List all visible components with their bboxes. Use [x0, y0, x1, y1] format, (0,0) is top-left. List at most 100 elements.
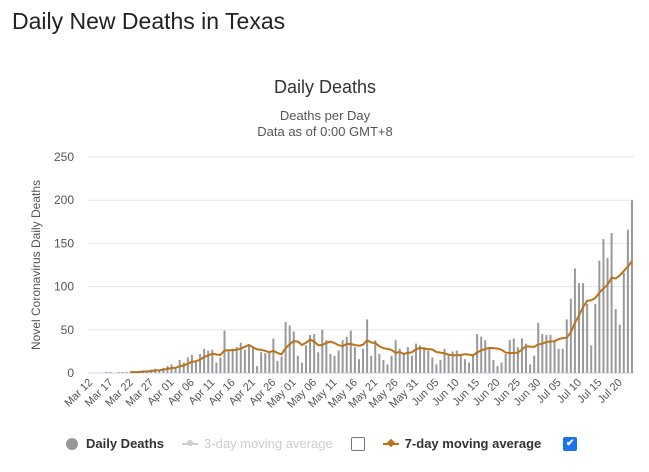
bar: [402, 353, 405, 373]
bar: [382, 360, 385, 373]
bar: [443, 348, 446, 373]
bar: [105, 372, 108, 373]
bar: [492, 360, 495, 373]
bar: [577, 283, 580, 373]
bar: [516, 347, 519, 373]
page-title: Daily New Deaths in Texas: [12, 8, 286, 34]
y-tick-label: 150: [54, 236, 74, 250]
bar: [410, 355, 413, 373]
bar: [362, 348, 365, 373]
bar: [561, 348, 564, 373]
bar: [504, 353, 507, 373]
bar: [317, 352, 320, 373]
y-axis-label: Novel Coronavirus Daily Deaths: [29, 180, 43, 350]
bar: [199, 353, 202, 373]
bar: [431, 357, 434, 373]
bar: [268, 353, 271, 373]
bar: [353, 347, 356, 373]
bar: [292, 331, 295, 373]
bar: [329, 353, 332, 373]
bar: [304, 345, 307, 373]
bar: [398, 348, 401, 373]
bar: [272, 338, 275, 373]
bar: [227, 351, 230, 373]
bar: [333, 355, 336, 373]
bar: [557, 348, 560, 373]
bar: [260, 352, 263, 373]
bar: [309, 334, 312, 373]
bar: [459, 355, 462, 373]
bar: [117, 372, 120, 373]
bar: [378, 353, 381, 373]
bar: [219, 357, 222, 373]
legend-3day-average[interactable]: 3-day moving average: [182, 436, 333, 451]
y-tick-label: 100: [54, 280, 74, 294]
bar: [435, 364, 438, 373]
bar: [602, 239, 605, 373]
bar: [207, 350, 210, 373]
bar: [525, 343, 528, 373]
bar: [472, 353, 475, 373]
bar: [300, 362, 303, 373]
bar: [569, 298, 572, 373]
chart-subtitle-2: Data as of 0:00 GMT+8: [257, 124, 392, 139]
y-tick-label: 250: [54, 150, 74, 164]
bar: [520, 338, 523, 373]
bar: [480, 336, 483, 373]
bar: [345, 336, 348, 373]
bar: [252, 347, 255, 373]
line-marker-icon: [182, 439, 199, 446]
bar: [390, 355, 393, 373]
legend-7day-average[interactable]: 7-day moving average: [382, 436, 542, 451]
bar: [586, 303, 589, 373]
bar: [467, 362, 470, 373]
bar: [598, 260, 601, 373]
bar: [370, 355, 373, 373]
bar: [239, 342, 242, 373]
bar: [549, 334, 552, 373]
bar: [280, 356, 283, 373]
grid-lines: 0 50 100 150 200 250: [54, 150, 634, 380]
legend: Daily Deaths 3-day moving average 7-day …: [66, 436, 595, 451]
bar: [321, 329, 324, 373]
bar: [288, 325, 291, 373]
bar: [190, 354, 193, 373]
7day-average-line: [130, 260, 633, 374]
y-tick-label: 50: [61, 323, 75, 337]
bar: [622, 272, 625, 373]
bar: [215, 362, 218, 373]
bar: [427, 350, 430, 373]
bar: [614, 309, 617, 373]
bar: [423, 347, 426, 373]
bar: [203, 348, 206, 373]
bar: [451, 351, 454, 373]
3day-average-checkbox[interactable]: [350, 436, 365, 451]
circle-icon: [66, 437, 78, 450]
bar: [537, 322, 540, 373]
7day-average-checkbox[interactable]: ✔: [563, 436, 578, 451]
bar: [125, 372, 128, 373]
bar: [394, 340, 397, 373]
bar: [590, 345, 593, 373]
bar: [231, 348, 234, 373]
bar: [264, 353, 267, 373]
bar: [366, 319, 369, 373]
bar: [415, 343, 418, 373]
bar: [630, 200, 633, 373]
bar: [573, 268, 576, 373]
bar: [419, 345, 422, 373]
bar: [313, 334, 316, 373]
bar: [341, 340, 344, 373]
bar: [386, 364, 389, 373]
bar: [500, 362, 503, 373]
bar: [529, 364, 532, 373]
bar: [533, 355, 536, 373]
chart-subtitle-1: Deaths per Day: [280, 108, 371, 123]
legend-daily-deaths[interactable]: Daily Deaths: [66, 436, 164, 451]
legend-label: 7-day moving average: [404, 436, 542, 451]
bar: [541, 334, 544, 373]
bar: [565, 319, 568, 373]
bar: [447, 353, 450, 373]
